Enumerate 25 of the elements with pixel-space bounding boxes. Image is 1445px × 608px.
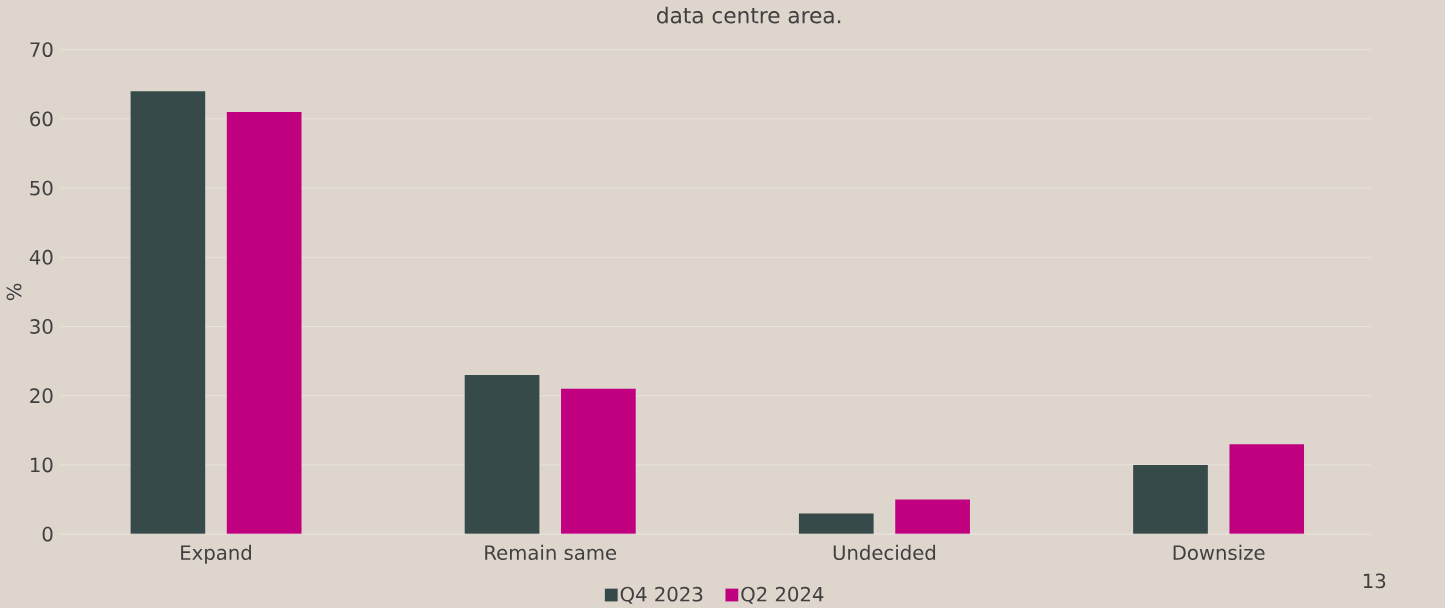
- bar: [1133, 464, 1208, 535]
- y-tick-label: 20: [30, 388, 53, 404]
- chart-title: data centre area.: [657, 6, 841, 24]
- text: 13: [1363, 573, 1386, 589]
- x-tick-label: Expand: [181, 544, 251, 564]
- y-tick-label: 10: [30, 457, 53, 473]
- x-tick-label: Undecided: [833, 544, 936, 560]
- y-tick-label: 70: [30, 42, 53, 57]
- bar: [464, 374, 540, 535]
- bar: [226, 111, 302, 535]
- bar: [895, 499, 970, 535]
- y-tick-label: 30: [30, 318, 53, 334]
- y-axis-title: %: [6, 283, 22, 301]
- y-tick-label: 40: [29, 249, 53, 265]
- y-tick-label: 60: [30, 111, 53, 127]
- x-tick-label: Downsize: [1173, 544, 1265, 560]
- bar: [1229, 444, 1305, 535]
- bar: [130, 91, 206, 535]
- y-tick-label: 50: [30, 180, 53, 196]
- bar: [798, 513, 874, 535]
- bar: [561, 388, 636, 535]
- legend-label: Q2 2024: [741, 586, 824, 604]
- legend-label: Q4 2023: [620, 586, 703, 604]
- x-tick-label: Remain same: [485, 544, 617, 560]
- y-tick-label: 0: [42, 526, 53, 542]
